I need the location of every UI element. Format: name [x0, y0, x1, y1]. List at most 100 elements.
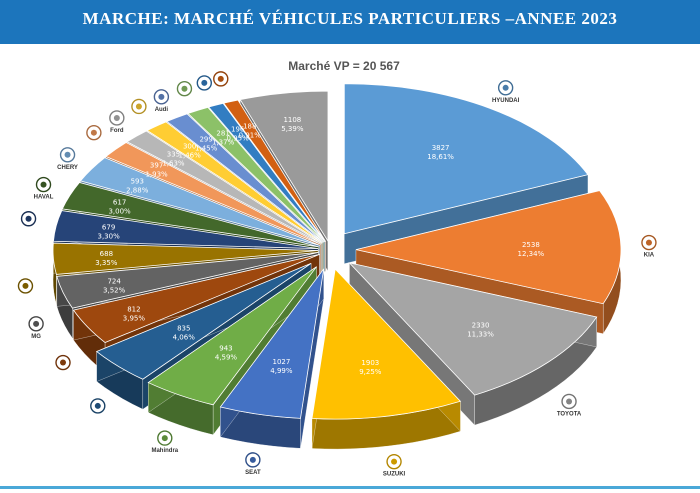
logo-emblem-core	[566, 398, 573, 405]
bottom-rule	[0, 486, 700, 489]
brand-logos: HYUNDAI KIA TOYOTA SUZUKI SEAT Mahindra MG HAVA…	[17, 71, 657, 478]
logo-emblem-core	[161, 435, 168, 442]
slice-skoda	[72, 253, 320, 343]
mercedes-logo-icon	[131, 98, 147, 115]
slice-value-label: 835	[177, 324, 190, 332]
slice-chery	[79, 157, 320, 246]
haval-logo-icon: HAVAL	[34, 176, 54, 201]
slice-haval	[61, 181, 319, 248]
slice-value-label: 1027	[273, 358, 291, 366]
slice-value-label: 188	[243, 123, 256, 131]
slice-value-label: 724	[107, 277, 121, 285]
slice-percent-label: 3,00%	[108, 208, 131, 216]
slice-value-label: 335	[167, 151, 180, 159]
logo-wordmark: SEAT	[245, 470, 261, 476]
slice-percent-label: 1,46%	[179, 151, 202, 159]
slice-percent-label: 11,33%	[467, 330, 494, 338]
slice-peugeot	[95, 263, 312, 380]
slice-value-label: 943	[219, 344, 232, 352]
slice-dacia	[52, 242, 319, 275]
slice-value-label: 617	[113, 199, 126, 207]
slice-renault	[53, 210, 319, 250]
volkswagen-logo-icon	[86, 124, 102, 141]
slice-kia	[355, 190, 622, 305]
bmw-logo-icon	[213, 71, 229, 87]
logo-emblem-core	[502, 84, 509, 91]
slice-percent-label: 0,95%	[227, 134, 250, 142]
chart-title: Marché VP = 20 567	[288, 59, 400, 73]
slice-value-label: 300	[183, 142, 196, 150]
logo-emblem-core	[645, 239, 652, 246]
slice-percent-label: 1,45%	[195, 145, 218, 153]
slice-mahindra	[147, 266, 317, 406]
page-title: MARCHE: MARCHÉ VÉHICULES PARTICULIERS –A…	[82, 9, 618, 28]
mahindra-logo-icon: Mahindra	[151, 430, 179, 454]
slice-suzuki	[311, 268, 462, 420]
seat-logo-icon: SEAT	[245, 452, 261, 476]
skoda-logo-icon	[55, 354, 71, 371]
logo-emblem-core	[158, 93, 165, 100]
slice-hyundai	[343, 83, 589, 235]
dongfeng-logo-icon	[196, 75, 213, 91]
ford-logo-icon: Ford	[109, 110, 125, 134]
logo-emblem-core	[181, 85, 188, 92]
logo-wordmark: SUZUKI	[383, 472, 406, 478]
logo-emblem-core	[25, 215, 32, 222]
logo-wordmark: HYUNDAI	[492, 98, 520, 104]
slice-percent-label: 12,34%	[518, 250, 545, 258]
slice-percent-label: 4,99%	[270, 367, 293, 375]
logo-emblem-core	[40, 181, 47, 188]
logo-wordmark: MG	[31, 334, 41, 340]
slice-percent-label: 4,06%	[173, 333, 196, 341]
slice-value-label: 299	[199, 136, 212, 144]
slice-dongfeng	[207, 102, 326, 243]
slice-mitsubishi	[187, 106, 325, 243]
slice-autres	[239, 90, 329, 243]
slice-value-label: 281	[216, 130, 229, 138]
slice-mg	[56, 252, 319, 309]
slice-value-label: 1903	[361, 359, 379, 367]
slice-value-label: 2330	[472, 321, 490, 329]
slice-value-label: 196	[231, 125, 245, 133]
logo-emblem-core	[60, 359, 67, 366]
logo-wordmark: CHERY	[57, 165, 78, 171]
slice-value-label: 2538	[522, 241, 540, 249]
slice-percent-label: 3,52%	[103, 286, 126, 294]
logo-wordmark: HAVAL	[34, 195, 54, 201]
slice-value-label: 397	[150, 161, 163, 169]
logo-wordmark: Audi	[155, 107, 169, 113]
slice-value-label: 812	[127, 305, 140, 313]
logo-wordmark: KIA	[644, 253, 655, 259]
slice-volkswagen	[105, 142, 321, 245]
slice-percent-label: 0,91%	[239, 132, 262, 140]
slice-toyota	[348, 262, 598, 396]
slice-value-label: 679	[102, 223, 115, 231]
slice-value-label: 593	[131, 177, 144, 185]
slice-percent-label: 18,61%	[427, 153, 454, 161]
chery-logo-icon: CHERY	[57, 147, 78, 171]
logo-wordmark: Mahindra	[151, 448, 178, 454]
mitsubishi-logo-icon	[176, 80, 193, 97]
slice-percent-label: 3,30%	[97, 232, 120, 240]
slice-bmw	[223, 99, 327, 242]
slice-percent-label: 1,63%	[162, 160, 185, 168]
slice-percent-label: 4,59%	[215, 353, 238, 361]
suzuki-logo-icon: SUZUKI	[383, 453, 406, 478]
slice-seat	[219, 268, 325, 419]
slice-value-label: 3827	[432, 144, 450, 152]
slice-percent-label: 3,35%	[95, 259, 118, 267]
logo-emblem-core	[90, 129, 97, 136]
mg-logo-icon: MG	[28, 316, 44, 340]
logo-emblem-core	[135, 103, 142, 110]
audi-logo-icon: Audi	[153, 89, 170, 113]
slice-mercedes	[146, 121, 323, 244]
renault-logo-icon	[20, 211, 37, 227]
slice-percent-label: 5,39%	[281, 125, 304, 133]
slice-audi	[166, 113, 324, 243]
pie-slices	[52, 83, 622, 420]
slice-percent-label: 3,95%	[123, 314, 146, 322]
slice-percent-label: 9,25%	[359, 368, 382, 376]
logo-emblem-core	[391, 458, 398, 465]
